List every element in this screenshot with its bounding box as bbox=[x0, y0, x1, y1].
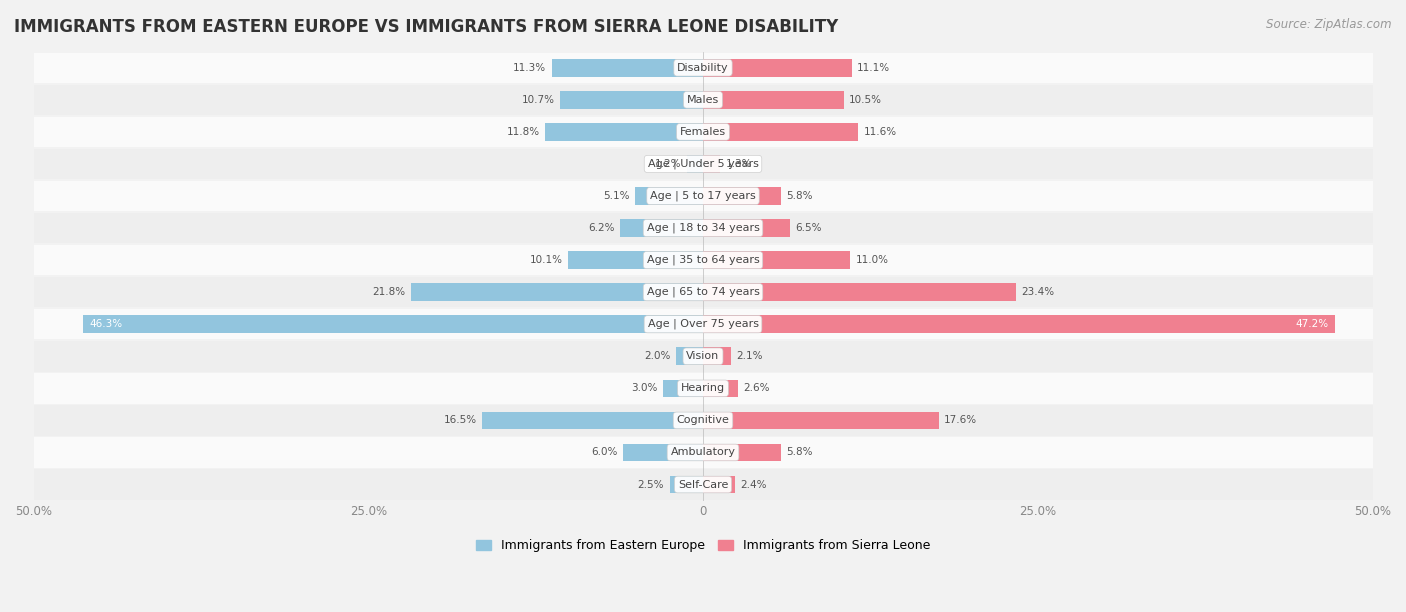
Bar bbox=[34, 373, 1372, 403]
Text: 3.0%: 3.0% bbox=[631, 383, 658, 394]
Text: 10.5%: 10.5% bbox=[849, 95, 882, 105]
Text: 5.8%: 5.8% bbox=[786, 447, 813, 457]
Text: Age | Over 75 years: Age | Over 75 years bbox=[648, 319, 758, 329]
Text: Ambulatory: Ambulatory bbox=[671, 447, 735, 457]
Text: 2.4%: 2.4% bbox=[741, 480, 768, 490]
Text: Vision: Vision bbox=[686, 351, 720, 361]
Bar bbox=[560, 91, 703, 108]
Text: 2.5%: 2.5% bbox=[638, 480, 664, 490]
Bar bbox=[703, 315, 1336, 333]
Bar bbox=[623, 444, 703, 461]
Bar bbox=[703, 219, 790, 237]
Bar bbox=[703, 283, 1017, 301]
Text: 11.6%: 11.6% bbox=[863, 127, 897, 137]
Text: 16.5%: 16.5% bbox=[443, 416, 477, 425]
Text: Age | 65 to 74 years: Age | 65 to 74 years bbox=[647, 287, 759, 297]
Bar bbox=[34, 245, 1372, 275]
Bar bbox=[703, 412, 939, 429]
Bar bbox=[703, 348, 731, 365]
Text: 23.4%: 23.4% bbox=[1022, 287, 1054, 297]
Bar bbox=[703, 444, 780, 461]
Bar bbox=[703, 123, 858, 141]
Text: 6.5%: 6.5% bbox=[796, 223, 823, 233]
Bar bbox=[34, 181, 1372, 211]
Text: 11.1%: 11.1% bbox=[858, 63, 890, 73]
Bar bbox=[703, 59, 852, 76]
Legend: Immigrants from Eastern Europe, Immigrants from Sierra Leone: Immigrants from Eastern Europe, Immigran… bbox=[471, 534, 935, 557]
Bar bbox=[620, 219, 703, 237]
Text: 11.3%: 11.3% bbox=[513, 63, 547, 73]
Bar bbox=[34, 437, 1372, 468]
Text: 10.7%: 10.7% bbox=[522, 95, 554, 105]
Bar bbox=[634, 187, 703, 205]
Bar bbox=[551, 59, 703, 76]
Text: Hearing: Hearing bbox=[681, 383, 725, 394]
Text: 2.0%: 2.0% bbox=[644, 351, 671, 361]
Text: Age | 5 to 17 years: Age | 5 to 17 years bbox=[650, 191, 756, 201]
Bar bbox=[34, 405, 1372, 436]
Text: 2.1%: 2.1% bbox=[737, 351, 763, 361]
Text: 46.3%: 46.3% bbox=[90, 319, 122, 329]
Text: 1.3%: 1.3% bbox=[725, 159, 752, 169]
Text: Males: Males bbox=[688, 95, 718, 105]
Bar bbox=[703, 476, 735, 493]
Bar bbox=[703, 91, 844, 108]
Bar bbox=[703, 379, 738, 397]
Text: Disability: Disability bbox=[678, 63, 728, 73]
Bar bbox=[411, 283, 703, 301]
Text: 5.8%: 5.8% bbox=[786, 191, 813, 201]
Bar bbox=[546, 123, 703, 141]
Text: Source: ZipAtlas.com: Source: ZipAtlas.com bbox=[1267, 18, 1392, 31]
Text: 21.8%: 21.8% bbox=[373, 287, 406, 297]
Bar bbox=[568, 252, 703, 269]
Bar bbox=[703, 187, 780, 205]
Bar bbox=[669, 476, 703, 493]
Text: 17.6%: 17.6% bbox=[943, 416, 977, 425]
Text: 6.2%: 6.2% bbox=[588, 223, 614, 233]
Bar bbox=[83, 315, 703, 333]
Text: 5.1%: 5.1% bbox=[603, 191, 630, 201]
Bar bbox=[34, 84, 1372, 115]
Text: Age | 35 to 64 years: Age | 35 to 64 years bbox=[647, 255, 759, 266]
Bar bbox=[34, 277, 1372, 307]
Bar bbox=[34, 213, 1372, 244]
Text: IMMIGRANTS FROM EASTERN EUROPE VS IMMIGRANTS FROM SIERRA LEONE DISABILITY: IMMIGRANTS FROM EASTERN EUROPE VS IMMIGR… bbox=[14, 18, 838, 36]
Text: 47.2%: 47.2% bbox=[1295, 319, 1329, 329]
Text: 11.8%: 11.8% bbox=[506, 127, 540, 137]
Text: 6.0%: 6.0% bbox=[591, 447, 617, 457]
Bar bbox=[34, 309, 1372, 340]
Text: Females: Females bbox=[681, 127, 725, 137]
Text: 10.1%: 10.1% bbox=[530, 255, 562, 265]
Bar bbox=[676, 348, 703, 365]
Bar bbox=[34, 53, 1372, 83]
Bar bbox=[34, 149, 1372, 179]
Bar bbox=[703, 252, 851, 269]
Text: 2.6%: 2.6% bbox=[744, 383, 769, 394]
Bar bbox=[688, 155, 703, 173]
Bar bbox=[34, 469, 1372, 500]
Text: 11.0%: 11.0% bbox=[856, 255, 889, 265]
Bar bbox=[482, 412, 703, 429]
Bar bbox=[703, 155, 720, 173]
Bar bbox=[34, 341, 1372, 371]
Text: Cognitive: Cognitive bbox=[676, 416, 730, 425]
Text: Age | 18 to 34 years: Age | 18 to 34 years bbox=[647, 223, 759, 233]
Text: 1.2%: 1.2% bbox=[655, 159, 682, 169]
Bar bbox=[662, 379, 703, 397]
Text: Self-Care: Self-Care bbox=[678, 480, 728, 490]
Bar bbox=[34, 117, 1372, 147]
Text: Age | Under 5 years: Age | Under 5 years bbox=[648, 159, 758, 169]
